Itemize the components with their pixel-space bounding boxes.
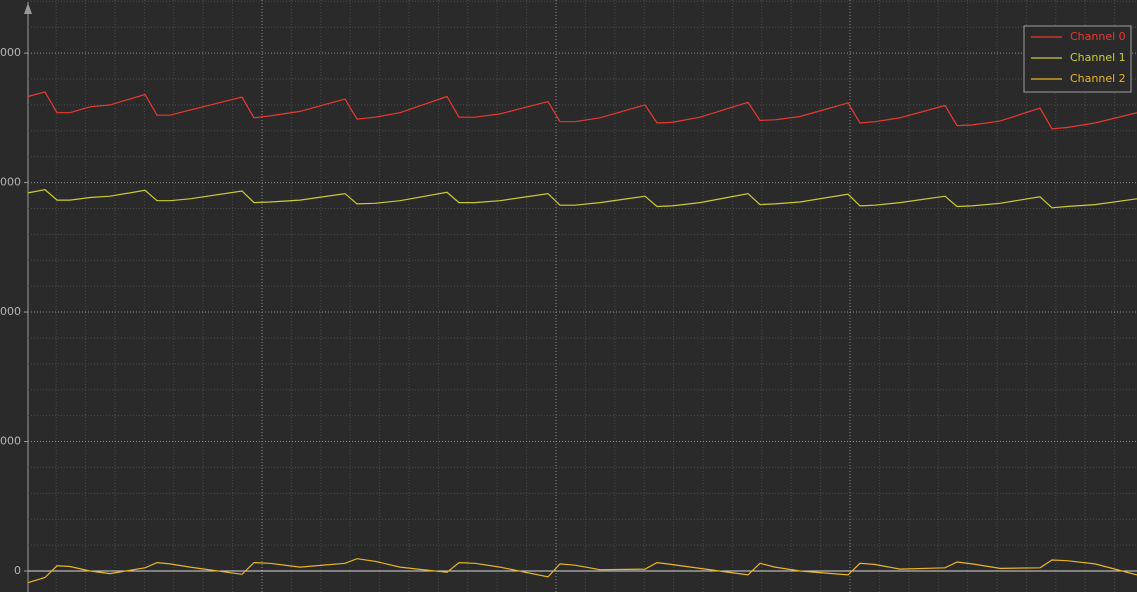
series-line [27, 558, 1137, 584]
legend-label: Channel 0 [1070, 30, 1126, 43]
y-tick-label: 2000 [0, 435, 21, 448]
y-tick-label: 6000 [0, 176, 21, 189]
y-tick-label: 4000 [0, 305, 21, 318]
series-line [27, 91, 1137, 130]
legend-label: Channel 2 [1070, 72, 1126, 85]
series-line [27, 189, 1137, 209]
legend-label: Channel 1 [1070, 51, 1126, 64]
y-tick-label: 8000 [0, 46, 21, 59]
y-axis-arrow [24, 3, 32, 14]
y-tick-label: 0 [14, 564, 21, 577]
